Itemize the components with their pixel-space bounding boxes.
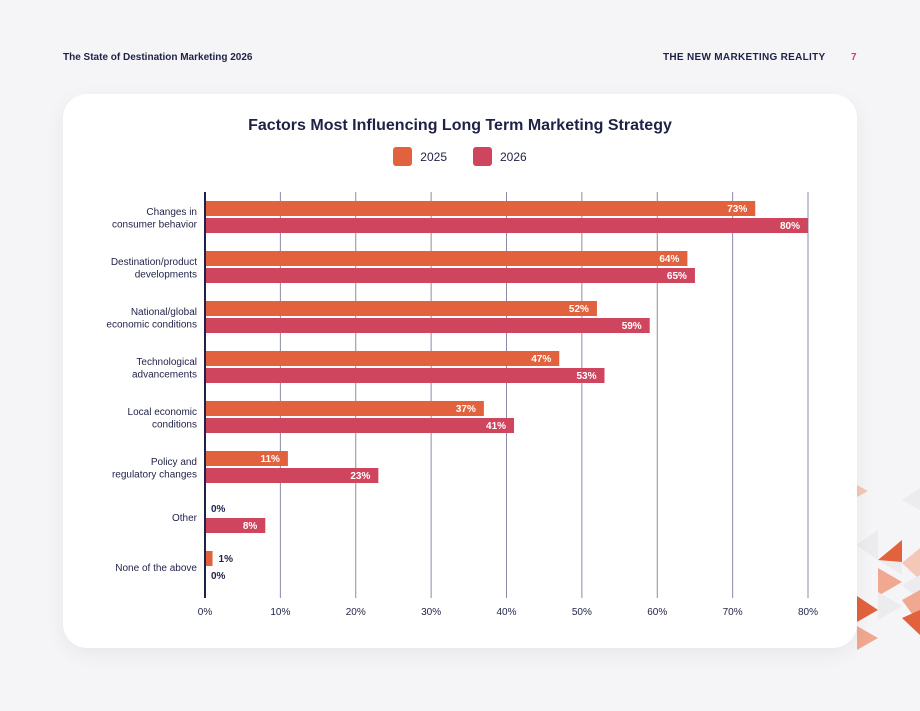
bar (205, 218, 808, 233)
bar (205, 351, 560, 366)
data-label: 64% (659, 254, 679, 265)
bar (205, 418, 515, 433)
x-tick-label: 20% (346, 607, 366, 618)
data-label: 53% (576, 371, 596, 382)
data-label: 0% (211, 571, 226, 582)
category-label: economic conditions (106, 319, 197, 330)
category-label: consumer behavior (112, 219, 198, 230)
page-number: 7 (851, 52, 857, 63)
category-label: Technological (136, 357, 197, 368)
legend-label-2025: 2025 (420, 149, 447, 164)
bar (205, 551, 213, 566)
bar (205, 268, 695, 283)
x-tick-label: 10% (270, 607, 290, 618)
bar (205, 251, 688, 266)
legend-item-2026: 2026 (473, 147, 527, 166)
x-tick-label: 50% (572, 607, 592, 618)
category-label: Other (172, 513, 198, 524)
category-label: advancements (132, 369, 197, 380)
bar (205, 401, 484, 416)
data-label: 0% (211, 504, 226, 515)
data-label: 47% (531, 354, 551, 365)
chart-legend: 2025 2026 (0, 147, 920, 166)
bar (205, 518, 266, 533)
category-label: developments (135, 269, 197, 280)
category-label: regulatory changes (112, 469, 197, 480)
data-label: 23% (350, 471, 370, 482)
legend-label-2026: 2026 (500, 149, 527, 164)
x-tick-label: 40% (496, 607, 516, 618)
report-title: The State of Destination Marketing 2026 (63, 52, 253, 63)
data-label: 37% (456, 404, 476, 415)
x-tick-label: 60% (647, 607, 667, 618)
legend-item-2025: 2025 (393, 147, 447, 166)
category-label: Changes in (146, 207, 197, 218)
legend-swatch-2026 (473, 147, 492, 166)
category-label: Local economic (128, 407, 197, 418)
category-label: Destination/product (111, 257, 197, 268)
category-label: Policy and (151, 457, 197, 468)
chart-title: Factors Most Influencing Long Term Marke… (248, 117, 672, 134)
data-label: 41% (486, 421, 506, 432)
bar (205, 301, 597, 316)
data-label: 52% (569, 304, 589, 315)
data-label: 80% (780, 221, 800, 232)
section-title: THE NEW MARKETING REALITY (663, 52, 826, 63)
bar (205, 201, 756, 216)
data-label: 11% (260, 454, 280, 465)
category-label: conditions (152, 419, 197, 430)
bar (205, 318, 650, 333)
data-label: 73% (727, 204, 747, 215)
data-label: 1% (219, 554, 234, 565)
data-label: 8% (243, 521, 258, 532)
bar (205, 451, 288, 466)
bar (205, 368, 605, 383)
x-tick-label: 70% (723, 607, 743, 618)
data-label: 65% (667, 271, 687, 282)
category-label: National/global (131, 307, 197, 318)
data-label: 59% (622, 321, 642, 332)
x-tick-label: 0% (198, 607, 213, 618)
category-label: None of the above (115, 563, 197, 574)
legend-swatch-2025 (393, 147, 413, 166)
x-tick-label: 80% (798, 607, 818, 618)
bar (205, 468, 379, 483)
x-tick-label: 30% (421, 607, 441, 618)
